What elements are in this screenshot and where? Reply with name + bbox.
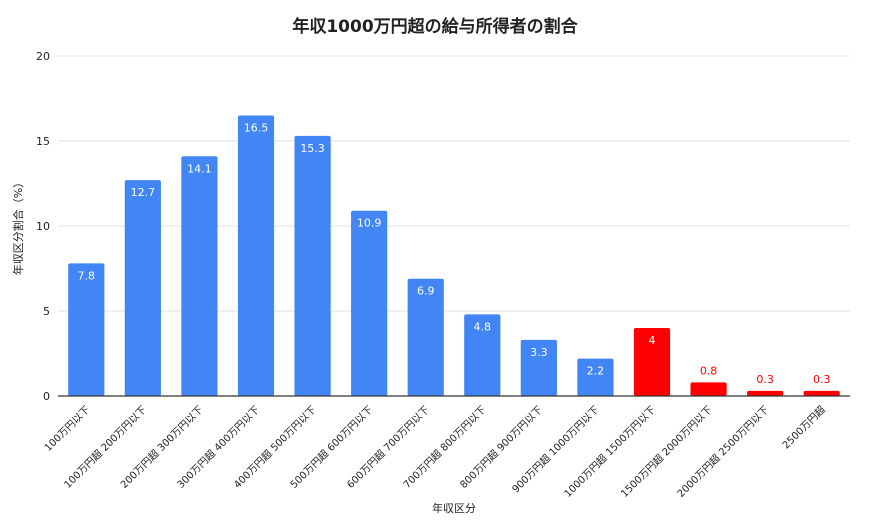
data-label-0: 7.8	[78, 269, 96, 282]
bar-9	[577, 358, 614, 396]
bar-12	[747, 390, 784, 396]
data-label-4: 15.3	[300, 142, 325, 155]
y-axis-label: 年収区分割合（%）	[11, 177, 25, 275]
data-label-11: 0.8	[700, 364, 718, 377]
y-tick-label: 5	[43, 305, 50, 318]
bar-5	[351, 210, 388, 396]
y-tick-label: 20	[36, 50, 50, 63]
data-label-8: 3.3	[530, 346, 548, 359]
x-tick-label-10: 1000万円超 1500万円以下	[561, 403, 658, 500]
y-tick-label: 10	[36, 220, 50, 233]
data-label-12: 0.3	[756, 373, 774, 386]
x-axis-label: 年収区分	[432, 501, 476, 515]
x-tick-label-11: 1500万円超 2000万円以下	[618, 403, 715, 500]
data-labels: 7.8 12.7 14.1 16.5 15.3 10.9 6.9 4.8 3.3 2.2 4 0.8 0…	[78, 122, 831, 386]
data-label-2: 14.1	[187, 162, 212, 175]
bar-7	[464, 314, 501, 396]
y-tick-label: 15	[36, 135, 50, 148]
data-label-1: 12.7	[131, 186, 156, 199]
data-label-3: 16.5	[244, 122, 269, 135]
bar-10	[633, 328, 671, 396]
bar-4	[294, 135, 331, 396]
bar-6	[407, 278, 444, 396]
y-axis-ticks: 0 5 10 15 20	[36, 50, 50, 403]
data-label-10: 4	[649, 334, 656, 347]
bar-3	[237, 115, 275, 396]
y-tick-label: 0	[43, 390, 50, 403]
gridlines	[58, 55, 850, 312]
data-label-7: 4.8	[474, 320, 492, 333]
x-tick-label-0: 100万円以下	[43, 404, 93, 454]
bar-0	[68, 263, 105, 396]
chart-title: 年収1000万円超の給与所得者の割合	[292, 16, 578, 37]
x-tick-label-13: 2500万円超	[779, 403, 827, 451]
x-tick-label-12: 2000万円超 2500万円以下	[674, 403, 771, 500]
data-label-5: 10.9	[357, 217, 382, 230]
bar-1	[124, 180, 161, 396]
data-label-9: 2.2	[587, 365, 605, 378]
bars	[68, 115, 840, 396]
bar-8	[520, 339, 557, 396]
bar-11	[690, 382, 727, 396]
bar-2	[181, 156, 218, 396]
data-label-13: 0.3	[813, 373, 831, 386]
bar-13	[803, 390, 840, 396]
data-label-6: 6.9	[417, 285, 435, 298]
